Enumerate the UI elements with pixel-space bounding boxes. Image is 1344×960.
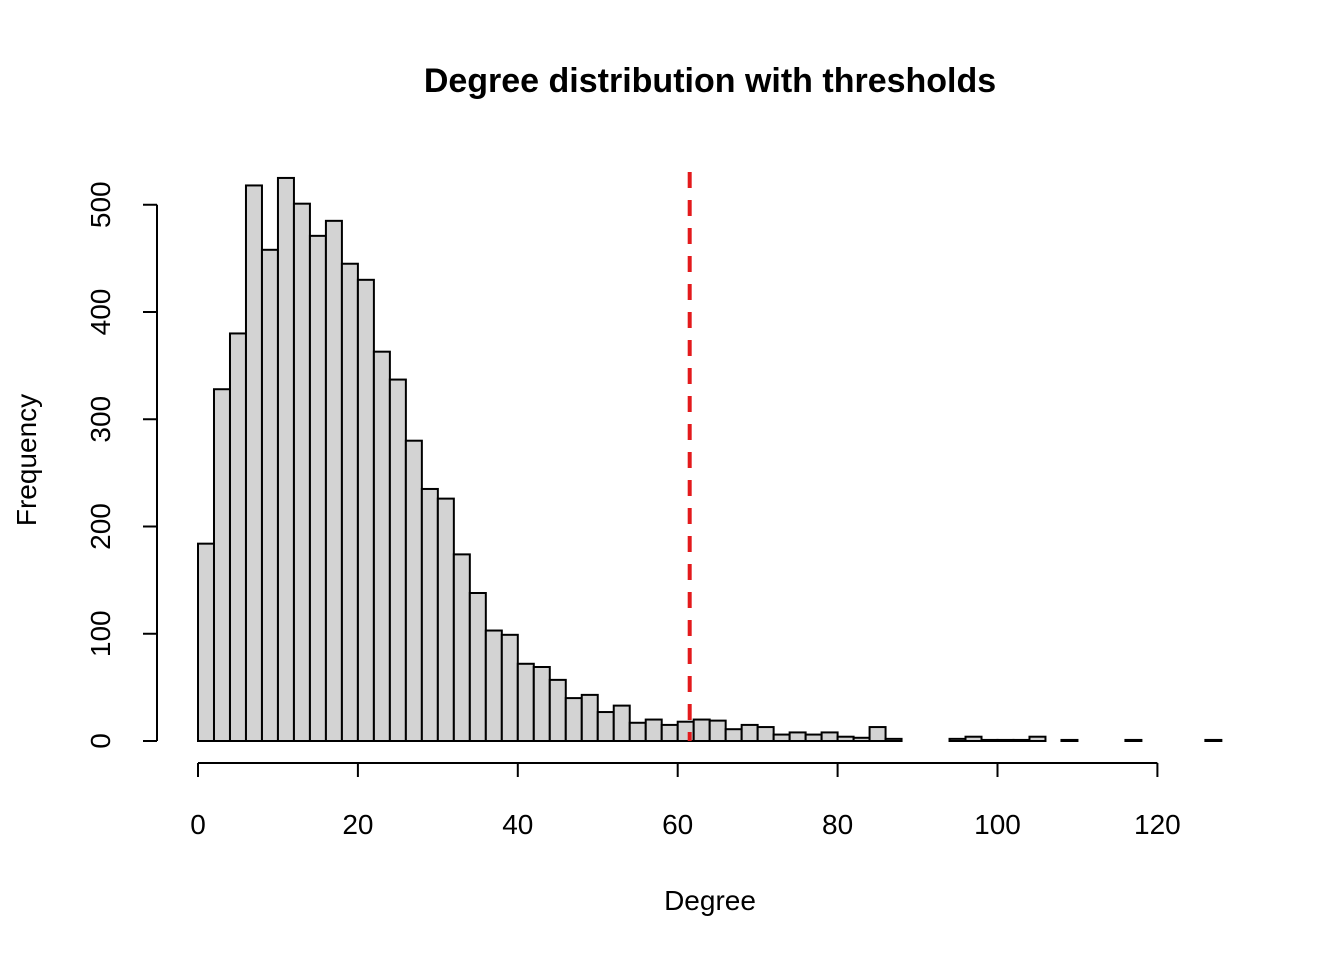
x-tick-label: 100: [974, 809, 1021, 840]
histogram-bar: [468, 592, 487, 742]
histogram-bar: [980, 738, 999, 742]
histogram-bar: [340, 262, 359, 742]
histogram-bar: [436, 497, 455, 742]
y-tick-label: 0: [85, 733, 116, 749]
x-tick-label: 80: [822, 809, 853, 840]
y-axis-label: Frequency: [11, 394, 42, 526]
histogram-bar: [228, 332, 247, 742]
x-tick-label: 60: [662, 809, 693, 840]
histogram-bar: [964, 735, 983, 743]
histogram-bar: [260, 248, 279, 743]
histogram-bar: [1012, 738, 1031, 742]
histogram-bar: [804, 733, 823, 743]
histogram-bar: [372, 350, 391, 742]
histogram-bar: [484, 629, 503, 743]
chart-title: Degree distribution with thresholds: [424, 62, 996, 100]
histogram-bar: [532, 666, 551, 742]
histogram-bar: [660, 723, 679, 742]
histogram-bar: [420, 487, 439, 742]
histogram-bar: [772, 733, 791, 743]
histogram-bar: [516, 662, 535, 743]
histogram-bar: [356, 278, 375, 742]
histogram-bars: [197, 176, 1223, 743]
histogram-bar: [292, 202, 311, 742]
histogram-bar: [708, 719, 727, 742]
histogram-bar: [948, 737, 967, 742]
histogram-bar: [388, 378, 407, 742]
histogram-bar: [884, 737, 903, 742]
histogram-bar: [612, 704, 631, 742]
y-axis: 0 100 200 300 400 500: [85, 181, 158, 749]
histogram-bar: [740, 723, 759, 742]
histogram-bar: [308, 234, 327, 742]
histogram-bar: [212, 388, 231, 742]
histogram-bar: [820, 731, 839, 742]
histogram-bar: [996, 738, 1015, 742]
histogram-bar: [564, 697, 583, 742]
histogram-bar: [404, 439, 423, 742]
histogram-bar: [852, 736, 871, 743]
histogram-bar: [596, 711, 615, 742]
histogram-bar: [756, 726, 775, 742]
histogram-bar: [836, 735, 855, 743]
histogram-bar: [788, 731, 807, 742]
x-axis: 0 20 40 60 80 100 120: [190, 762, 1181, 840]
histogram-bar: [1204, 738, 1223, 742]
histogram-bar: [868, 726, 887, 742]
histogram-bar: [644, 718, 663, 742]
y-tick-label: 200: [85, 503, 116, 550]
x-tick-label: 0: [190, 809, 206, 840]
histogram-bar: [500, 633, 519, 743]
histogram-bar: [724, 728, 743, 743]
y-tick-label: 500: [85, 181, 116, 228]
histogram-bar: [324, 219, 343, 742]
histogram-bar: [452, 553, 471, 742]
y-tick-label: 100: [85, 610, 116, 657]
histogram-bar: [197, 542, 215, 742]
histogram-bar: [276, 176, 295, 742]
x-tick-label: 120: [1134, 809, 1181, 840]
histogram-bar: [692, 718, 711, 742]
histogram-bar: [580, 693, 599, 743]
histogram-bar: [1028, 735, 1047, 743]
x-tick-label: 20: [342, 809, 373, 840]
histogram-bar: [1124, 738, 1143, 742]
histogram-bar: [628, 721, 647, 743]
x-tick-label: 40: [502, 809, 533, 840]
x-axis-label: Degree: [664, 885, 756, 916]
histogram-bar: [1060, 738, 1079, 742]
y-tick-label: 400: [85, 289, 116, 336]
histogram-bar: [244, 184, 263, 742]
y-tick-label: 300: [85, 396, 116, 443]
histogram-bar: [548, 678, 567, 742]
